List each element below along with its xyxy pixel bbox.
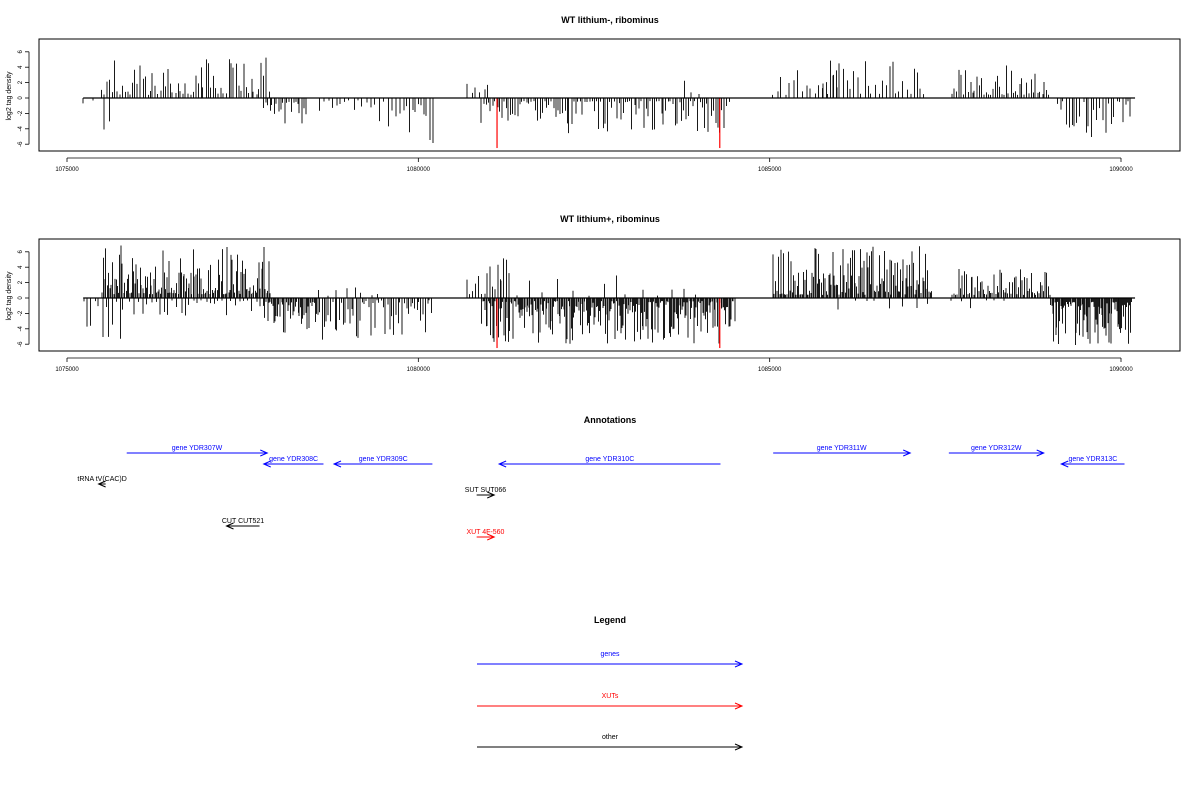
legend-items: genes XUTs other xyxy=(477,651,744,751)
feature-label: gene YDR312W xyxy=(971,445,1022,452)
x-axis: 1075000 1080000 1085000 1090000 xyxy=(55,357,1133,373)
legend-label: other xyxy=(602,734,619,741)
y-axis-label: log2 tag density xyxy=(6,271,13,321)
annotation-feature: gene YDR312W xyxy=(948,445,1045,457)
x-tick-label: 1090000 xyxy=(1109,367,1133,373)
feature-arrowhead xyxy=(225,522,234,530)
annotation-feature: gene YDR311W xyxy=(773,445,912,457)
y-tick-label: -2 xyxy=(18,310,24,316)
y-tick-label: 2 xyxy=(18,80,24,84)
feature-arrowhead xyxy=(1060,460,1069,468)
feature-arrowhead xyxy=(97,480,106,488)
annotations-title: Annotations xyxy=(584,415,637,425)
legend-arrowhead xyxy=(734,743,744,751)
y-axis-label: log2 tag density xyxy=(6,71,13,121)
y-tick-label: 0 xyxy=(18,96,24,100)
annotation-feature: tRNA tV(CAC)D xyxy=(77,476,127,488)
legend-item: XUTs xyxy=(477,693,744,710)
feature-label: gene YDR313C xyxy=(1068,456,1117,463)
y-tick-label: 2 xyxy=(18,280,24,284)
feature-arrowhead xyxy=(332,460,342,468)
feature-label: gene YDR311W xyxy=(817,445,867,452)
track-panel-lithium-minus: WT lithium-, ribominus log2 tag density … xyxy=(6,15,1181,173)
feature-arrowhead xyxy=(903,449,912,457)
y-tick-label: -2 xyxy=(18,110,24,116)
feature-label: tRNA tV(CAC)D xyxy=(77,476,126,483)
x-tick-label: 1075000 xyxy=(55,167,79,173)
x-tick-label: 1080000 xyxy=(407,167,431,173)
plot-frame xyxy=(38,38,1181,152)
legend-item: other xyxy=(477,734,744,751)
track-panel-lithium-plus: WT lithium+, ribominus log2 tag density … xyxy=(6,214,1181,373)
y-tick-label: -6 xyxy=(18,341,24,347)
feature-arrowhead xyxy=(497,460,507,468)
annotation-feature: gene YDR309C xyxy=(332,456,433,468)
y-tick-label: 6 xyxy=(18,49,24,53)
y-axis: -6 -4 -2 0 2 4 6 xyxy=(18,249,30,347)
feature-label: XUT 4F-560 xyxy=(466,529,504,536)
annotation-feature: SUT SUT066 xyxy=(465,487,507,499)
annotation-feature: gene YDR313C xyxy=(1060,456,1125,468)
x-tick-label: 1090000 xyxy=(1109,167,1133,173)
y-tick-label: 0 xyxy=(18,296,24,300)
annotation-features: gene YDR307W gene YDR308C gene YDR309C gene… xyxy=(77,445,1125,541)
feature-label: SUT SUT066 xyxy=(465,487,507,494)
feature-label: gene YDR308C xyxy=(269,456,318,463)
legend: Legend genes XUTs other xyxy=(477,615,744,751)
feature-arrowhead xyxy=(260,449,269,457)
plot-frame xyxy=(38,238,1181,352)
y-tick-label: 4 xyxy=(18,65,24,69)
x-tick-label: 1080000 xyxy=(407,367,431,373)
annotation-feature: gene YDR308C xyxy=(262,456,324,468)
x-tick-label: 1085000 xyxy=(758,367,782,373)
legend-label: genes xyxy=(600,651,620,658)
y-tick-label: -4 xyxy=(18,325,24,331)
x-tick-label: 1075000 xyxy=(55,367,79,373)
feature-label: gene YDR309C xyxy=(359,456,408,463)
feature-label: gene YDR307W xyxy=(172,445,223,452)
annotation-feature: XUT 4F-560 xyxy=(466,529,505,541)
y-tick-label: -6 xyxy=(18,141,24,147)
signal-bars xyxy=(83,245,1136,349)
annotation-feature: gene YDR310C xyxy=(497,456,721,468)
y-tick-label: -4 xyxy=(18,125,24,131)
y-tick-label: 6 xyxy=(18,249,24,253)
feature-arrowhead xyxy=(262,460,271,468)
signal-bars xyxy=(82,57,1136,149)
annotation-feature: CUT CUT521 xyxy=(222,518,264,530)
legend-label: XUTs xyxy=(602,693,619,700)
y-tick-label: 4 xyxy=(18,265,24,269)
panel-title: WT lithium-, ribominus xyxy=(561,15,659,25)
feature-arrowhead xyxy=(487,491,496,499)
panel-title: WT lithium+, ribominus xyxy=(560,214,660,224)
annotation-feature: gene YDR307W xyxy=(126,445,269,457)
legend-arrowhead xyxy=(734,660,744,668)
y-axis: -6 -4 -2 0 2 4 6 xyxy=(18,49,30,147)
feature-label: CUT CUT521 xyxy=(222,518,264,525)
x-axis: 1075000 1080000 1085000 1090000 xyxy=(55,157,1133,173)
legend-title: Legend xyxy=(594,615,626,625)
legend-arrowhead xyxy=(734,702,744,710)
feature-arrowhead xyxy=(1036,449,1045,457)
feature-arrowhead xyxy=(487,533,496,541)
legend-item: genes xyxy=(477,651,744,668)
x-tick-label: 1085000 xyxy=(758,167,782,173)
feature-label: gene YDR310C xyxy=(585,456,634,463)
